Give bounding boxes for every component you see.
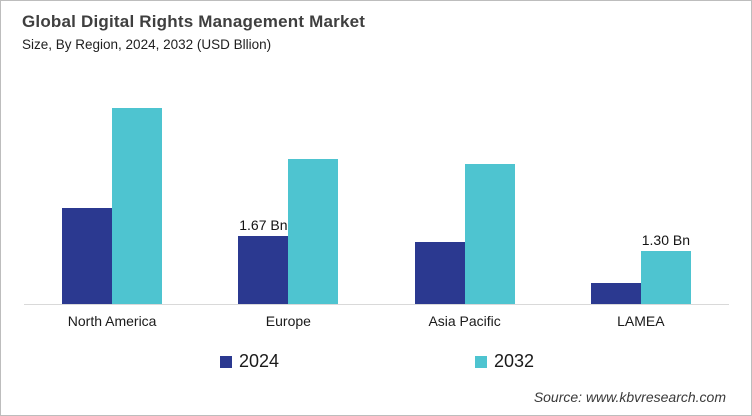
- legend-swatch-2024: [219, 355, 232, 368]
- legend-label-2024: 2024: [238, 351, 279, 371]
- bar-lamea-2024: [590, 282, 641, 304]
- legend-label-2032: 2032: [494, 351, 535, 371]
- bar-europe-2032: [288, 159, 339, 304]
- bar-north-america-2024: [62, 207, 113, 304]
- legend-item-2032: 2032: [475, 351, 534, 372]
- legend-swatch-2032: [475, 355, 487, 368]
- value-label-europe-2024: 1.67 Bn: [239, 217, 288, 234]
- axis-label-lamea: LAMEA: [617, 313, 665, 329]
- bar-lamea-2032: [640, 251, 691, 304]
- source-attribution: Source: www.kbvresearch.com: [533, 389, 726, 405]
- x-axis-line: [24, 304, 729, 305]
- bar-asia-pacific-2024: [414, 242, 465, 304]
- chart-title: Global Digital Rights Management Market: [22, 12, 366, 31]
- value-label-lamea-2032: 1.30 Bn: [641, 232, 691, 249]
- axis-label-europe: Europe: [265, 313, 311, 329]
- chart-subtitle: Size, By Region, 2024, 2032 (USD Bllion): [22, 37, 272, 52]
- bar-europe-2024: [238, 236, 289, 304]
- axis-label-north-america: North America: [67, 313, 157, 329]
- legend-item-2024: 2024: [219, 351, 279, 372]
- bar-north-america-2032: [112, 107, 163, 304]
- axis-label-asia-pacific: Asia Pacific: [428, 313, 501, 329]
- chart-legend: 2024 2032: [1, 351, 751, 372]
- bar-asia-pacific-2032: [464, 163, 515, 304]
